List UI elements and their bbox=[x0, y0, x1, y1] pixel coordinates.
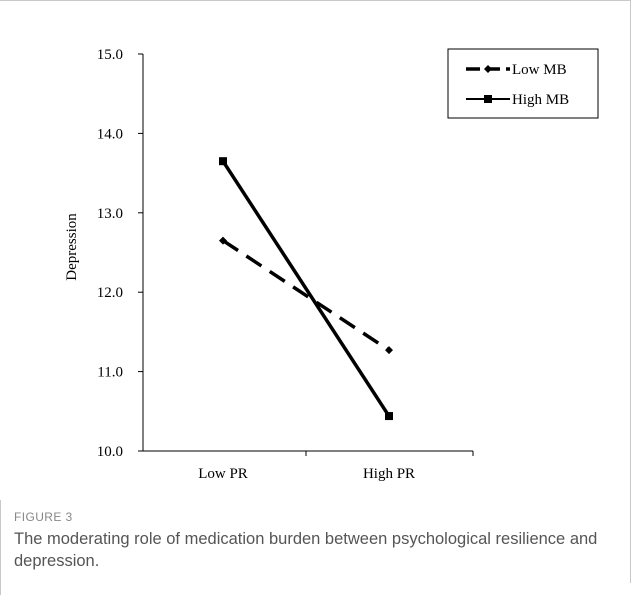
y-tick-label: 11.0 bbox=[97, 365, 123, 381]
y-tick-label: 12.0 bbox=[97, 285, 123, 301]
legend-low-mb-marker bbox=[484, 65, 492, 73]
caption-rule bbox=[0, 500, 1, 595]
y-ticks: 10.0 11.0 12.0 13.0 14.0 15.0 bbox=[97, 47, 143, 460]
line-chart: 10.0 11.0 12.0 13.0 14.0 15.0 Low PR High PR D… bbox=[64, 47, 599, 482]
series-group bbox=[219, 157, 393, 421]
y-tick-label: 14.0 bbox=[97, 126, 123, 142]
y-tick-label: 10.0 bbox=[97, 444, 123, 460]
figure-frame bbox=[0, 0, 631, 583]
legend: Low MB High MB bbox=[447, 48, 599, 119]
legend-high-mb-label: High MB bbox=[512, 92, 569, 108]
low-mb-point bbox=[219, 236, 227, 245]
y-tick-label: 13.0 bbox=[97, 206, 123, 222]
y-axis-label: Depression bbox=[64, 213, 80, 281]
low-mb-point bbox=[385, 346, 393, 355]
high-mb-point bbox=[385, 412, 393, 421]
figure-caption: The moderating role of medication burden… bbox=[14, 530, 598, 570]
legend-high-mb-marker bbox=[484, 95, 492, 103]
y-tick-label: 15.0 bbox=[97, 47, 123, 63]
legend-low-mb-label: Low MB bbox=[512, 62, 567, 78]
x-tick-label: Low PR bbox=[198, 466, 248, 482]
legend-box bbox=[447, 48, 599, 119]
chart-axes bbox=[142, 54, 473, 452]
x-ticks: Low PR High PR bbox=[198, 451, 474, 482]
low-mb-line bbox=[222, 239, 390, 352]
figure-label: FIGURE 3 bbox=[14, 510, 73, 524]
x-tick-label: High PR bbox=[363, 466, 415, 482]
high-mb-point bbox=[219, 157, 227, 166]
high-mb-line bbox=[221, 160, 391, 418]
